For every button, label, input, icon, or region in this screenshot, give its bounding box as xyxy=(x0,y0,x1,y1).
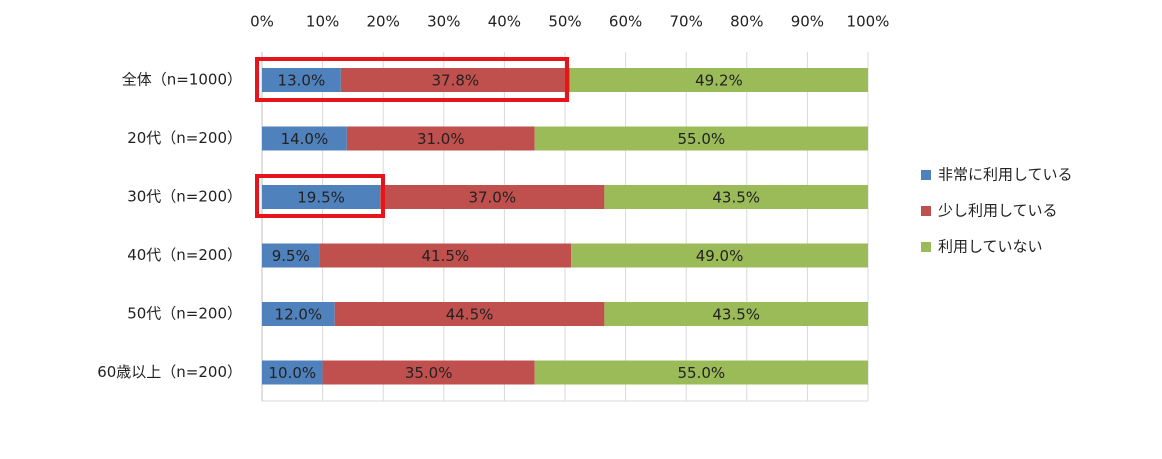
value-label: 10.0% xyxy=(268,364,316,382)
highlight-box xyxy=(255,174,385,218)
x-tick-label: 40% xyxy=(488,13,521,31)
value-label: 12.0% xyxy=(275,306,323,324)
legend-label: 少し利用している xyxy=(938,202,1058,220)
x-tick-label: 90% xyxy=(791,13,824,31)
bar-segment xyxy=(380,185,605,209)
y-tick-label: 20代（n=200） xyxy=(127,129,242,147)
legend-label: 非常に利用している xyxy=(938,166,1073,184)
bar-segment xyxy=(346,126,535,151)
y-tick-label: 30代（n=200） xyxy=(127,188,242,206)
x-tick-label: 100% xyxy=(847,13,890,31)
x-tick-label: 60% xyxy=(609,13,642,31)
x-tick-label: 50% xyxy=(548,13,581,31)
value-label: 43.5% xyxy=(712,189,760,207)
bar-segment xyxy=(534,126,868,151)
value-label: 49.2% xyxy=(695,72,743,90)
y-tick-label: 全体（n=1000） xyxy=(122,71,242,89)
value-label: 41.5% xyxy=(421,247,469,265)
legend-swatch xyxy=(921,242,931,252)
value-label: 43.5% xyxy=(712,306,760,324)
legend-label: 利用していない xyxy=(938,238,1043,256)
value-label: 14.0% xyxy=(281,130,329,148)
value-label: 37.8% xyxy=(431,72,479,90)
value-label: 55.0% xyxy=(678,130,726,148)
bar-segment xyxy=(262,68,341,92)
y-tick-label: 50代（n=200） xyxy=(127,305,242,323)
bar-segment xyxy=(334,302,605,326)
bar-segment xyxy=(262,126,347,151)
x-tick-label: 20% xyxy=(367,13,400,31)
highlight-box xyxy=(255,57,569,102)
bar-segment xyxy=(322,360,535,385)
bar-segment xyxy=(534,360,868,385)
x-tick-label: 70% xyxy=(670,13,703,31)
bar-segment xyxy=(604,302,868,326)
y-tick-label: 60歳以上（n=200） xyxy=(97,363,242,381)
bar-segment xyxy=(262,302,335,326)
bar-segment xyxy=(604,185,868,209)
bar-segment xyxy=(262,360,323,385)
value-label: 19.5% xyxy=(297,189,345,207)
x-tick-label: 30% xyxy=(427,13,460,31)
value-label: 44.5% xyxy=(446,306,494,324)
bar-segment xyxy=(571,243,868,268)
bar-segment xyxy=(340,68,570,92)
value-label: 37.0% xyxy=(468,189,516,207)
value-label: 49.0% xyxy=(696,247,744,265)
x-tick-label: 0% xyxy=(250,13,274,31)
bar-segment xyxy=(319,243,572,268)
value-label: 9.5% xyxy=(272,247,310,265)
value-label: 31.0% xyxy=(417,130,465,148)
x-tick-label: 80% xyxy=(730,13,763,31)
bar-segment xyxy=(569,68,868,92)
value-label: 55.0% xyxy=(678,364,726,382)
value-label: 35.0% xyxy=(405,364,453,382)
bar-segment xyxy=(262,243,320,268)
value-label: 13.0% xyxy=(278,72,326,90)
legend-swatch xyxy=(921,206,931,216)
x-tick-label: 10% xyxy=(306,13,339,31)
bar-segment xyxy=(262,185,381,209)
y-tick-label: 40代（n=200） xyxy=(127,246,242,264)
legend-swatch xyxy=(921,170,931,180)
